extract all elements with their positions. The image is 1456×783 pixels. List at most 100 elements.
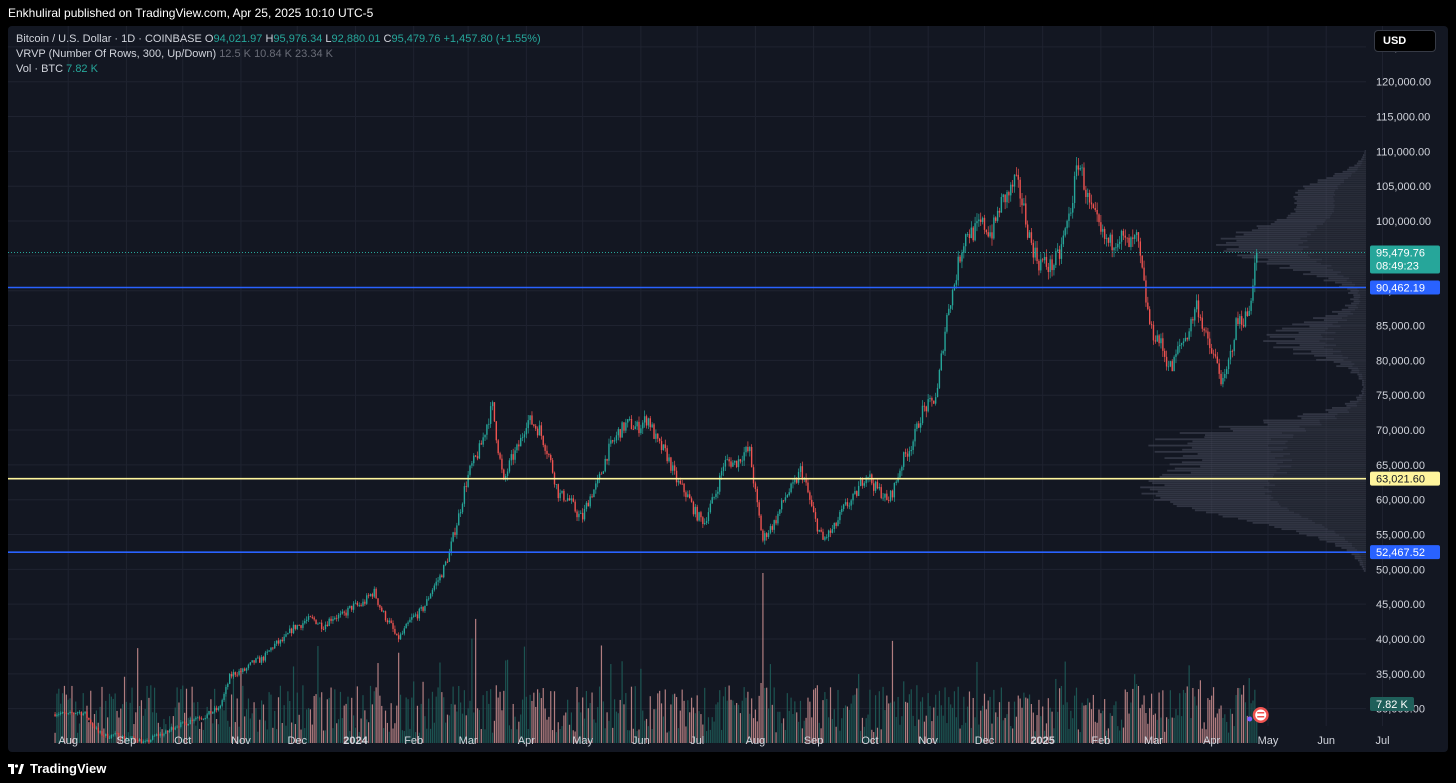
candle-down[interactable] — [371, 594, 374, 597]
candle-down[interactable] — [805, 478, 807, 483]
candle-up[interactable] — [283, 636, 285, 642]
candle-up[interactable] — [1182, 341, 1185, 344]
candle-down[interactable] — [392, 622, 394, 629]
candle-up[interactable] — [826, 536, 828, 538]
candle-down[interactable] — [886, 493, 888, 501]
candle-down[interactable] — [476, 456, 479, 459]
candle-down[interactable] — [63, 712, 66, 714]
candle-down[interactable] — [959, 256, 961, 262]
candle-up[interactable] — [1055, 251, 1057, 266]
candle-down[interactable] — [980, 219, 982, 222]
candle-up[interactable] — [1081, 167, 1083, 169]
candle-up[interactable] — [792, 482, 794, 484]
candle-down[interactable] — [1199, 317, 1202, 318]
candle-down[interactable] — [1021, 198, 1023, 206]
candle-down[interactable] — [1201, 317, 1203, 329]
candle-up[interactable] — [643, 416, 646, 423]
candle-up[interactable] — [56, 714, 58, 717]
candle-up[interactable] — [859, 479, 862, 486]
candle-up[interactable] — [726, 459, 728, 461]
candle-up[interactable] — [506, 471, 509, 476]
candle-up[interactable] — [418, 608, 421, 619]
candle-down[interactable] — [167, 730, 169, 732]
candle-up[interactable] — [957, 256, 959, 281]
candle-down[interactable] — [750, 447, 753, 468]
candle-up[interactable] — [711, 497, 713, 504]
candle-up[interactable] — [529, 415, 531, 421]
candle-down[interactable] — [574, 501, 576, 512]
candle-up[interactable] — [538, 425, 541, 436]
candle-up[interactable] — [146, 739, 148, 742]
candle-down[interactable] — [356, 602, 359, 606]
candle-up[interactable] — [598, 473, 601, 479]
candle-down[interactable] — [550, 455, 552, 461]
candle-down[interactable] — [446, 561, 449, 563]
candle-up[interactable] — [636, 421, 638, 427]
candle-down[interactable] — [557, 484, 559, 499]
candles[interactable] — [54, 156, 1258, 744]
candle-up[interactable] — [580, 512, 582, 514]
tradingview-logo[interactable]: TradingView — [8, 761, 106, 776]
candle-up[interactable] — [270, 647, 272, 651]
candle-up[interactable] — [159, 733, 161, 736]
candle-up[interactable] — [662, 444, 665, 451]
candle-down[interactable] — [1143, 267, 1145, 281]
candle-down[interactable] — [326, 624, 329, 627]
candle-down[interactable] — [377, 598, 379, 605]
candle-up[interactable] — [854, 491, 856, 494]
candle-down[interactable] — [116, 732, 118, 734]
candle-down[interactable] — [101, 731, 103, 736]
candle-down[interactable] — [281, 639, 283, 642]
candle-down[interactable] — [1145, 280, 1147, 303]
candle-down[interactable] — [771, 526, 774, 530]
candle-up[interactable] — [1079, 168, 1081, 170]
candle-down[interactable] — [1165, 356, 1168, 367]
candle-up[interactable] — [242, 668, 244, 673]
candle-down[interactable] — [240, 670, 242, 673]
candle-down[interactable] — [657, 433, 659, 439]
candle-up[interactable] — [874, 481, 877, 491]
candle-up[interactable] — [929, 398, 931, 400]
candle-up[interactable] — [720, 471, 723, 476]
candle-up[interactable] — [848, 505, 850, 507]
candle-down[interactable] — [1107, 237, 1110, 243]
candle-up[interactable] — [996, 210, 999, 221]
candle-down[interactable] — [474, 455, 477, 457]
candle-down[interactable] — [384, 611, 387, 621]
candle-down[interactable] — [563, 490, 565, 501]
candle-up[interactable] — [268, 650, 270, 652]
candle-down[interactable] — [542, 435, 544, 446]
candle-up[interactable] — [949, 305, 952, 309]
candle-down[interactable] — [782, 500, 785, 502]
candle-up[interactable] — [450, 541, 452, 553]
candle-down[interactable] — [390, 620, 392, 623]
candle-up[interactable] — [459, 512, 462, 514]
candle-up[interactable] — [349, 605, 351, 608]
candle-up[interactable] — [1254, 262, 1256, 286]
candle-up[interactable] — [602, 471, 605, 474]
candle-up[interactable] — [1227, 359, 1230, 370]
candle-down[interactable] — [1128, 237, 1130, 248]
candle-down[interactable] — [360, 605, 362, 606]
candle-up[interactable] — [296, 625, 298, 629]
candle-up[interactable] — [401, 633, 404, 635]
candle-up[interactable] — [403, 628, 405, 634]
candle-up[interactable] — [779, 509, 781, 514]
candle-down[interactable] — [653, 424, 655, 439]
candle-up[interactable] — [647, 418, 650, 426]
candle-up[interactable] — [1115, 247, 1117, 249]
candle-down[interactable] — [244, 668, 246, 671]
candle-up[interactable] — [168, 730, 171, 732]
candle-down[interactable] — [191, 719, 193, 722]
candle-up[interactable] — [934, 397, 937, 404]
candle-down[interactable] — [198, 717, 201, 719]
candle-up[interactable] — [732, 462, 734, 467]
candle-up[interactable] — [125, 738, 128, 740]
candle-up[interactable] — [561, 490, 563, 493]
candle-down[interactable] — [234, 672, 237, 675]
candle-up[interactable] — [420, 607, 422, 609]
candle-up[interactable] — [936, 387, 939, 398]
candle-down[interactable] — [1092, 204, 1095, 208]
candle-down[interactable] — [1088, 192, 1091, 203]
candle-down[interactable] — [972, 227, 974, 241]
